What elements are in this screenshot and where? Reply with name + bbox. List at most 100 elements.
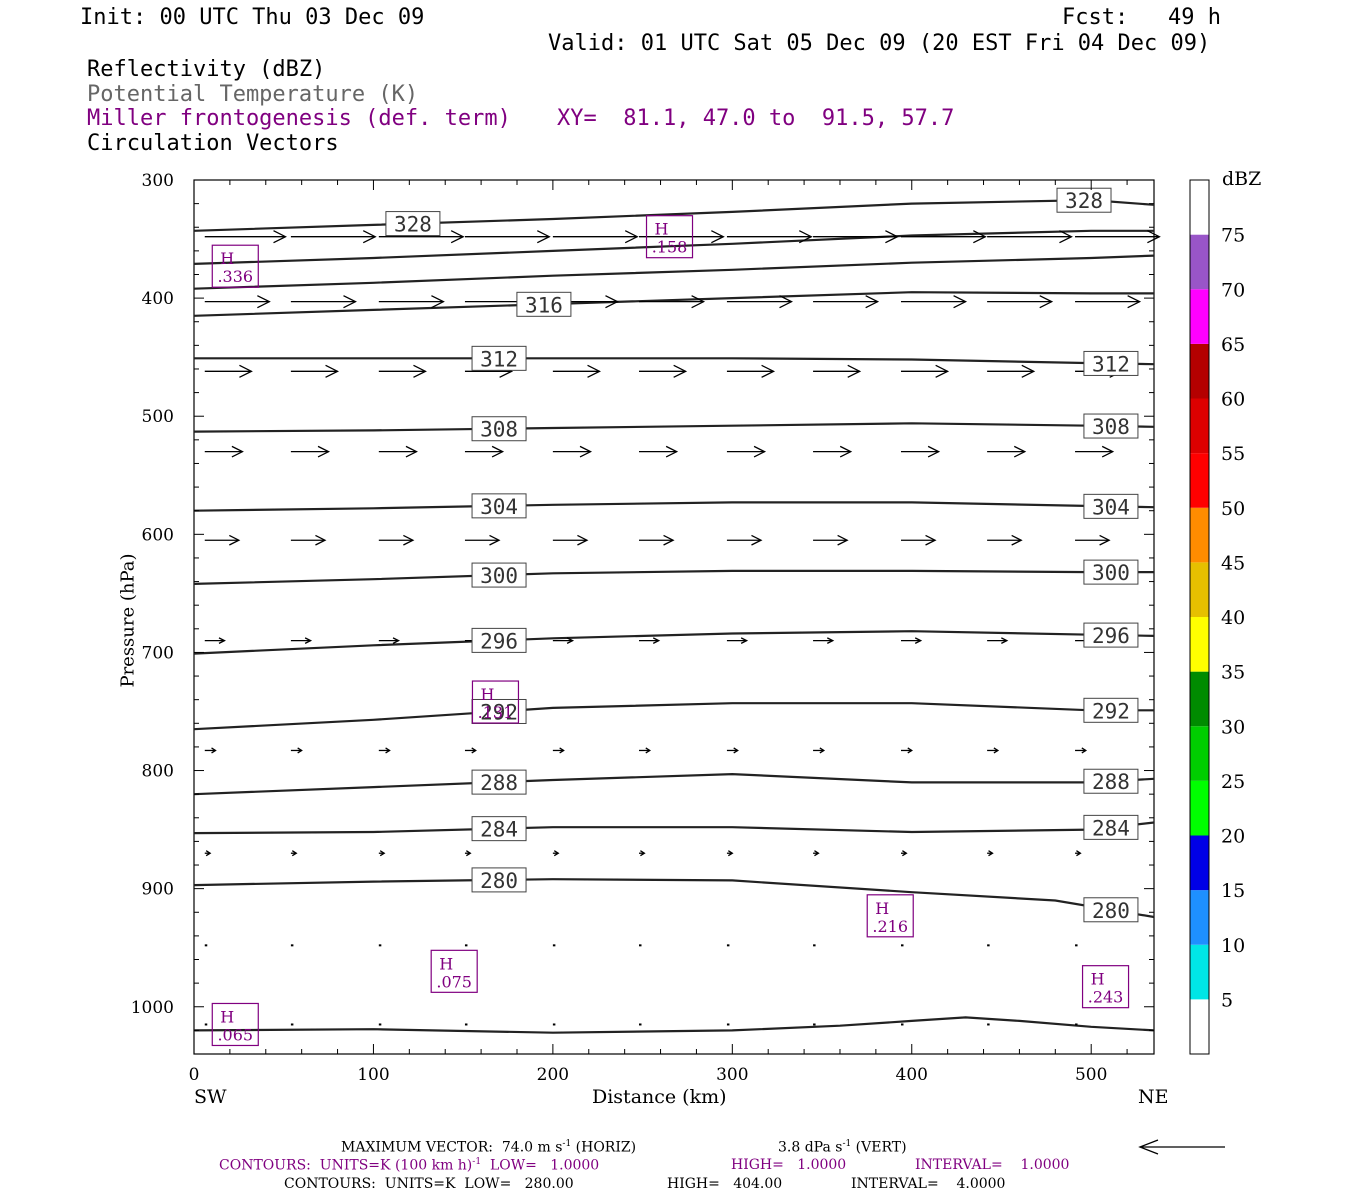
circulation-vector: [464, 445, 505, 458]
circulation-vector: [900, 295, 968, 309]
circulation-vector: [204, 850, 212, 857]
cross-section-endpoints: XY= 81.1, 47.0 to 91.5, 57.7: [557, 106, 955, 131]
y-tick-label: 700: [142, 643, 174, 663]
circulation-vector: [900, 230, 987, 244]
high-letter: H: [480, 685, 494, 704]
colorbar-level-label: 60: [1221, 389, 1245, 411]
isentrope-label-box: [1083, 897, 1139, 923]
isentrope-304: [193, 501, 1155, 512]
colorbar-segment: [1190, 617, 1209, 672]
colorbar-level-label: 55: [1221, 443, 1245, 465]
footer-theta-contours: CONTOURS: UNITS=K LOW= 280.00: [284, 1176, 574, 1192]
circulation-vector: [813, 637, 835, 644]
footer-frontogenesis-high: HIGH= 1.0000: [731, 1157, 847, 1173]
isentrope-label-box: [471, 627, 527, 653]
colorbar-level-label: 5: [1221, 989, 1233, 1011]
circulation-vector: [290, 364, 340, 378]
high-value: .243: [1088, 988, 1124, 1007]
isentrope-label: 284: [480, 818, 518, 842]
isentrope-label: 280: [480, 869, 518, 893]
circulation-vector: [1075, 445, 1115, 458]
circulation-vector: [204, 230, 287, 244]
circulation-vector: [900, 850, 908, 857]
circulation-vector: [378, 230, 465, 244]
circulation-vector: [726, 637, 749, 644]
field-reflectivity: Reflectivity (dBZ): [87, 57, 326, 82]
y-axis-title: Pressure (hPa): [117, 553, 139, 688]
circulation-vector: [813, 364, 862, 378]
circulation-vector: [900, 747, 913, 754]
high-value: .131: [478, 703, 514, 722]
field-frontogenesis: Miller frontogenesis (def. term): [87, 106, 511, 131]
isentrope-label-box: [516, 291, 572, 317]
circulation-vector: [204, 445, 244, 458]
circulation-vector: [987, 364, 1036, 378]
isentrope-label-box: [471, 769, 527, 795]
colorbar-segment: [1190, 343, 1209, 399]
circulation-vector: [378, 850, 386, 857]
forecast-hour: Fcst: 49 h: [1062, 5, 1221, 30]
isentrope-label: 292: [1092, 699, 1130, 723]
isentrope-label: 300: [480, 564, 518, 588]
isentrope-label-box: [1083, 814, 1139, 840]
circulation-vector: [813, 445, 853, 458]
circulation-vector: [290, 850, 298, 857]
frontogenesis-high: H.243: [1081, 965, 1130, 1009]
x-axis-title: Distance (km): [592, 1086, 727, 1108]
frontogenesis-high: H.131: [471, 680, 520, 724]
colorbar-frame: [1189, 179, 1210, 1055]
isentrope-label-box: [471, 493, 527, 519]
x-axis-right-end-label: NE: [1138, 1086, 1169, 1108]
colorbar-segment: [1190, 398, 1209, 454]
x-axis: 0 100 200 300 400 500: [189, 180, 1128, 1085]
circulation-vector: [987, 747, 1000, 754]
isentrope-280: [193, 878, 1155, 919]
circulation-vector: [987, 850, 994, 857]
circulation-vector: [987, 230, 1073, 244]
colorbar-unit: dBZ: [1222, 168, 1262, 190]
y-tick-label: 300: [142, 171, 174, 191]
circulation-vector: [639, 445, 679, 458]
circulation-vector: [813, 850, 820, 857]
circulation-vector: [639, 637, 661, 644]
colorbar-segment: [1190, 780, 1209, 836]
circulation-vector: [552, 747, 565, 754]
circulation-vector: [639, 747, 652, 754]
circulation-vector: [552, 364, 601, 378]
isentrope-label: 288: [480, 771, 518, 795]
footer-theta-interval: INTERVAL= 4.0000: [851, 1176, 1006, 1192]
circulation-vector: [464, 534, 501, 546]
isentrope-label: 304: [480, 495, 518, 519]
circulation-vector: [987, 637, 1009, 644]
y-tick-label: 1000: [131, 998, 174, 1018]
colorbar-segment: [1190, 562, 1209, 617]
isentrope-label-box: [1083, 768, 1139, 794]
x-axis-left-end-label: SW: [194, 1086, 227, 1108]
footer-theta-high: HIGH= 404.00: [667, 1176, 783, 1192]
isentrope-layer: [193, 198, 1155, 1034]
isentrope-label-box: [1083, 622, 1139, 648]
colorbar-level-label: 40: [1221, 607, 1245, 629]
circulation-vector: [900, 534, 937, 546]
isentrope-label-box: [471, 867, 527, 893]
isentrope-label-box: [1083, 413, 1139, 439]
isentrope-label-box: [471, 816, 527, 842]
high-letter: H: [875, 899, 889, 918]
circulation-vector: [290, 445, 331, 458]
isentrope-316: [193, 291, 1154, 317]
circulation-vector: [987, 295, 1054, 309]
circulation-vector: [900, 445, 941, 458]
frontogenesis-high: H.065: [211, 1002, 259, 1047]
isentrope-label-box: [1083, 697, 1139, 723]
x-tick-label: 100: [357, 1065, 389, 1085]
circulation-vector: [639, 295, 706, 309]
isentrope-label: 296: [1092, 624, 1130, 648]
circulation-vector: [290, 295, 357, 309]
colorbar-level-label: 70: [1221, 279, 1245, 301]
colorbar-level-label: 75: [1221, 225, 1245, 247]
init-time: Init: 00 UTC Thu 03 Dec 09: [80, 5, 425, 30]
high-letter: H: [220, 249, 234, 268]
x-tick-label: 300: [716, 1065, 748, 1085]
circulation-vector: [552, 850, 560, 857]
